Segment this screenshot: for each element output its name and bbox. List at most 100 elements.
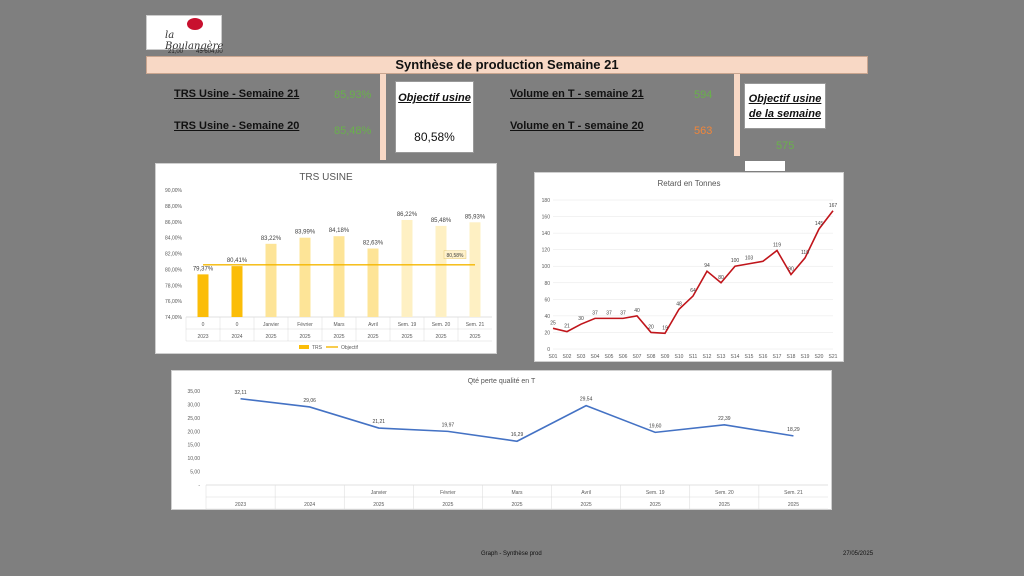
retard-x-tick-label: S19 [801, 354, 810, 360]
trs-year-label: 2024 [231, 334, 242, 340]
logo-small-left: 21,00 [168, 49, 184, 55]
trs-w21-value: 85,93% [334, 89, 372, 101]
retard-x-tick-label: S12 [703, 354, 712, 360]
retard-chart: 0 20 40 60 80 100 120 140 160 180 25 S01 21 S02 30 S03 3… [542, 198, 838, 360]
trs-x-tick-label: 0 [202, 322, 205, 328]
perte-point-label: 19,60 [649, 423, 662, 429]
perte-x-tick-label: Janvier [371, 490, 387, 496]
trs-x-tick-label: Mars [333, 322, 345, 328]
trs-ytick-label: 86,00% [165, 220, 183, 226]
trs-bar-label: 84,18% [329, 228, 350, 234]
retard-ytick-label: 40 [544, 314, 550, 320]
trs-x-tick-label: Sem. 19 [398, 322, 417, 328]
retard-x-tick-label: S01 [549, 354, 558, 360]
trs-bar-label: 83,22% [261, 236, 282, 242]
objectif-usine-box: Objectif usine 80,58% [395, 81, 474, 153]
retard-point-label: 20 [648, 324, 654, 330]
trs-objectif-label: 80,58% [447, 253, 465, 259]
trs-objectif-badge [443, 250, 467, 259]
retard-point-label: 40 [634, 308, 640, 314]
retard-x-tick-label: S15 [745, 354, 754, 360]
retard-x-tick-label: S17 [773, 354, 782, 360]
objectif-usine-label: Objectif usine [398, 92, 471, 104]
retard-point-label: 145 [815, 221, 824, 227]
trs-ytick-label: 90,00% [165, 188, 183, 194]
trs-year-label: 2025 [299, 334, 310, 340]
trs-w20-value: 85,48% [334, 125, 372, 137]
trs-ytick-label: 84,00% [165, 236, 183, 242]
perte-chart-panel: Qté perte qualité en T - 5,00 10,00 15,00 20… [171, 370, 832, 510]
retard-point-label: 100 [731, 258, 740, 264]
perte-point-label: 29,06 [303, 398, 316, 404]
trs-year-label: 2025 [435, 334, 446, 340]
trs-x-tick-label: Sem. 20 [432, 322, 451, 328]
trs-x-tick-label: 0 [236, 322, 239, 328]
vol-w21-value: 594 [694, 89, 713, 101]
objectif-semaine-label-2: de la semaine [748, 108, 822, 120]
retard-point-label: 94 [704, 263, 710, 269]
trs-bar-label: 85,93% [465, 214, 486, 220]
trs-x-tick-label: Février [297, 322, 313, 328]
logo-mark-icon [187, 18, 203, 30]
trs-ytick-label: 78,00% [165, 283, 183, 289]
perte-point-label: 19,97 [442, 422, 455, 428]
perte-ytick-label: - [198, 483, 200, 489]
perte-year-label: 2025 [373, 502, 384, 508]
objectif-legend-label: Objectif [341, 345, 359, 351]
retard-x-tick-label: S04 [591, 354, 600, 360]
trs-bar-label: 83,99% [295, 230, 316, 236]
retard-point-label: 167 [829, 203, 838, 209]
vol-w20-label: Volume en T - semaine 20 [510, 120, 644, 132]
trs-ytick-label: 88,00% [165, 204, 183, 210]
vol-w20-value: 563 [694, 125, 713, 137]
perte-point-label: 21,21 [373, 419, 386, 425]
trs-bar [435, 225, 447, 317]
perte-ytick-label: 10,00 [187, 456, 200, 462]
retard-x-tick-label: S07 [633, 354, 642, 360]
retard-x-tick-label: S21 [829, 354, 838, 360]
perte-year-label: 2025 [442, 502, 453, 508]
perte-year-label: 2023 [235, 502, 246, 508]
trs-x-tick-label: Sem. 21 [466, 322, 485, 328]
perte-point-label: 18,29 [787, 427, 800, 433]
trs-ytick-label: 82,00% [165, 252, 183, 258]
retard-line [552, 210, 834, 335]
retard-ytick-label: 160 [542, 215, 551, 221]
logo-small-right: 45 604,00 [196, 49, 223, 55]
retard-point-label: 37 [606, 310, 612, 316]
footer-label: Graph - Synthèse prod [481, 551, 542, 557]
page-title: Synthèse de production Semaine 21 [146, 56, 868, 74]
retard-point-label: 25 [550, 320, 556, 326]
perte-ytick-label: 5,00 [190, 470, 200, 476]
retard-x-tick-label: S05 [605, 354, 614, 360]
retard-ytick-label: 100 [542, 264, 551, 270]
perte-point-label: 29,54 [580, 397, 593, 403]
trs-year-label: 2025 [265, 334, 276, 340]
perte-year-label: 2025 [581, 502, 592, 508]
trs-bar-label: 82,63% [363, 240, 384, 246]
retard-x-tick-label: S03 [577, 354, 586, 360]
perte-ytick-label: 20,00 [187, 429, 200, 435]
trs-legend-swatch [299, 345, 309, 349]
perte-point-label: 16,29 [511, 432, 524, 438]
trs-ytick-label: 74,00% [165, 315, 183, 321]
trs-bar [469, 222, 481, 317]
retard-point-label: 80 [718, 275, 724, 281]
perte-line [240, 397, 794, 443]
perte-x-tick-label: Mars [511, 490, 523, 496]
trs-bar [401, 220, 413, 317]
retard-x-tick-label: S13 [717, 354, 726, 360]
perte-year-label: 2025 [788, 502, 799, 508]
white-tab [745, 161, 785, 171]
retard-point-label: 48 [676, 301, 682, 307]
retard-chart-panel: Retard en Tonnes 0 20 40 60 80 100 120 140 160 18… [534, 172, 844, 362]
trs-bar-label: 86,22% [397, 212, 418, 218]
retard-ytick-label: 180 [542, 198, 551, 204]
perte-x-tick-label: Février [440, 490, 456, 496]
divider-bar-right [734, 74, 740, 156]
trs-bar-label: 80,41% [227, 258, 248, 264]
retard-x-tick-label: S14 [731, 354, 740, 360]
retard-ytick-label: 0 [547, 347, 550, 353]
objectif-semaine-label-1: Objectif usine [748, 93, 822, 105]
trs-chart: 74,00% 76,00% 78,00% 80,00% 82,00% 84,00% 86,0… [165, 188, 492, 351]
